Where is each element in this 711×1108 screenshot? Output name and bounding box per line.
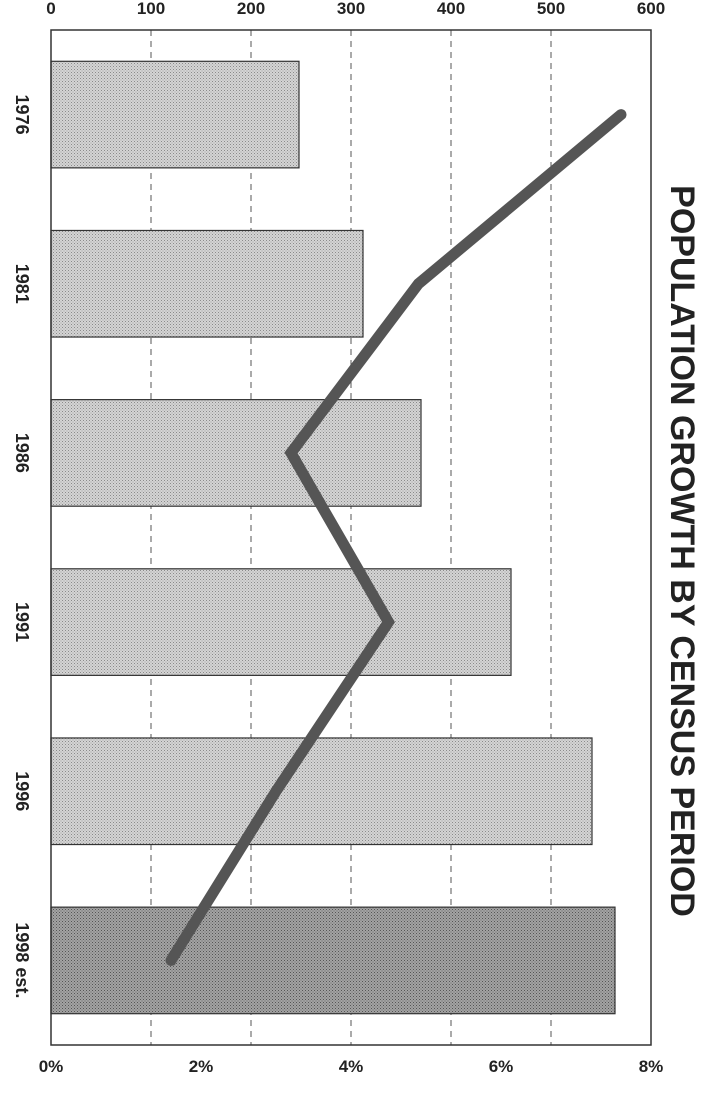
category-axis: 1976 1981 1986 1991 1996 1998 est. (12, 95, 32, 999)
left-tick-label: 0 (46, 0, 55, 18)
category-label: 1991 (12, 602, 32, 642)
right-tick-label: 6% (489, 1057, 514, 1076)
right-axis: 0% 2% 4% 6% 8% (39, 1057, 664, 1076)
bar-1998-est- (51, 907, 615, 1014)
left-tick-label: 500 (537, 0, 565, 18)
left-axis: 0 100 200 300 400 500 600 (46, 0, 665, 18)
bar-1976 (51, 61, 299, 168)
left-tick-label: 600 (637, 0, 665, 18)
bar-1996 (51, 738, 592, 845)
bar-1981 (51, 230, 363, 337)
left-tick-label: 100 (137, 0, 165, 18)
category-label: 1981 (12, 264, 32, 304)
left-tick-label: 300 (337, 0, 365, 18)
right-tick-label: 2% (189, 1057, 214, 1076)
right-tick-label: 0% (39, 1057, 64, 1076)
bar-1991 (51, 569, 511, 676)
chart-title: POPULATION GROWTH BY CENSUS PERIOD (663, 185, 701, 917)
right-tick-label: 4% (339, 1057, 364, 1076)
left-tick-label: 400 (437, 0, 465, 18)
bars (51, 61, 615, 1013)
category-label: 1986 (12, 433, 32, 473)
category-label: 1998 est. (12, 922, 32, 998)
right-tick-label: 8% (639, 1057, 664, 1076)
category-label: 1996 (12, 771, 32, 811)
bar-1986 (51, 400, 421, 507)
left-tick-label: 200 (237, 0, 265, 18)
category-label: 1976 (12, 95, 32, 135)
